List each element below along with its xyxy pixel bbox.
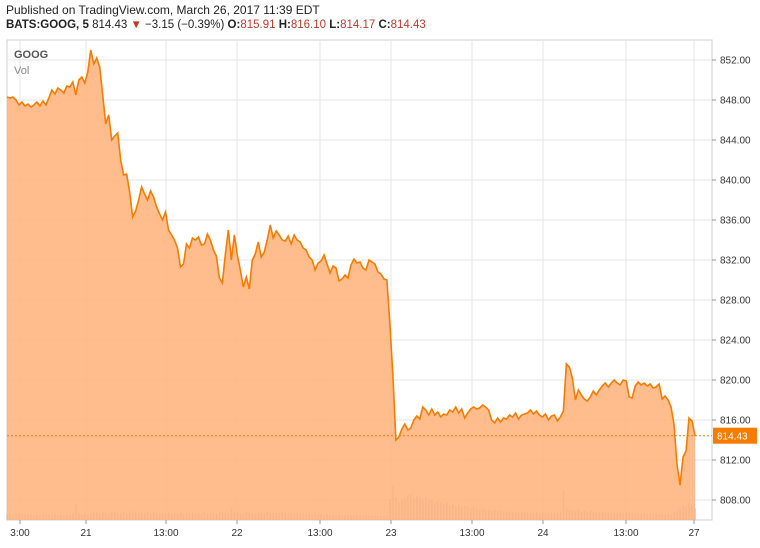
- change-value: −3.15 (−0.39%): [145, 19, 225, 31]
- volume-bar: [694, 508, 696, 520]
- y-tick-label: 824.00: [720, 336, 751, 347]
- last-price: 814.43: [92, 19, 128, 31]
- y-tick-label: 828.00: [720, 296, 751, 307]
- low-label: L:: [329, 19, 341, 31]
- down-arrow-icon: ▼: [130, 19, 142, 31]
- y-tick-label: 820.00: [720, 376, 751, 387]
- close-value: 814.43: [390, 19, 426, 31]
- price-line: [6, 49, 696, 486]
- high-label: H:: [278, 19, 291, 31]
- y-tick-label: 836.00: [720, 216, 751, 227]
- x-tick-label: 21: [80, 528, 92, 539]
- x-tick-label: 13:00: [613, 528, 638, 539]
- open-value: 815.91: [240, 19, 276, 31]
- y-tick-label: 848.00: [720, 96, 751, 107]
- x-tick-label: 13:00: [307, 528, 332, 539]
- open-label: O:: [227, 19, 241, 31]
- symbol-label: BATS:GOOG, 5: [6, 19, 89, 31]
- y-tick-label: 816.00: [720, 416, 751, 427]
- y-tick-label: 852.00: [720, 56, 751, 67]
- quote-line: BATS:GOOG, 5 814.43 ▼ −3.15 (−0.39%) O:8…: [6, 19, 426, 31]
- y-axis: 852.00 848.00 844.00 840.00 836.00 832.00 828.…: [712, 56, 751, 507]
- legend-volume: Vol: [14, 65, 29, 77]
- x-tick-label: 13:00: [459, 528, 484, 539]
- x-tick-label: 22: [231, 528, 243, 539]
- y-tick-label: 812.00: [720, 456, 751, 467]
- price-tag-bg: [713, 427, 757, 444]
- price-area: [7, 50, 695, 520]
- x-tick-label: 13:00: [153, 528, 178, 539]
- published-caption: Published on TradingView.com, March 26, …: [6, 3, 320, 17]
- high-value: 816.10: [290, 19, 327, 31]
- y-tick-label: 844.00: [720, 136, 751, 147]
- x-tick-label: 24: [537, 528, 549, 539]
- last-price-tag: 814.43: [713, 427, 757, 444]
- x-tick-label: 23: [385, 528, 397, 539]
- y-tick-label: 808.00: [720, 496, 751, 507]
- x-tick-label: 27: [688, 528, 700, 539]
- low-value: 814.17: [340, 19, 376, 31]
- x-tick-label: 3:00: [10, 528, 30, 539]
- price-tag-label: 814.43: [717, 432, 748, 443]
- legend-symbol: GOOG: [14, 49, 48, 61]
- y-tick-label: 840.00: [720, 176, 751, 187]
- close-label: C:: [378, 19, 391, 31]
- y-tick-label: 832.00: [720, 256, 751, 267]
- x-axis: 3:00 21 13:00 22 13:00 23 13:00 24 13:00 27: [10, 520, 700, 539]
